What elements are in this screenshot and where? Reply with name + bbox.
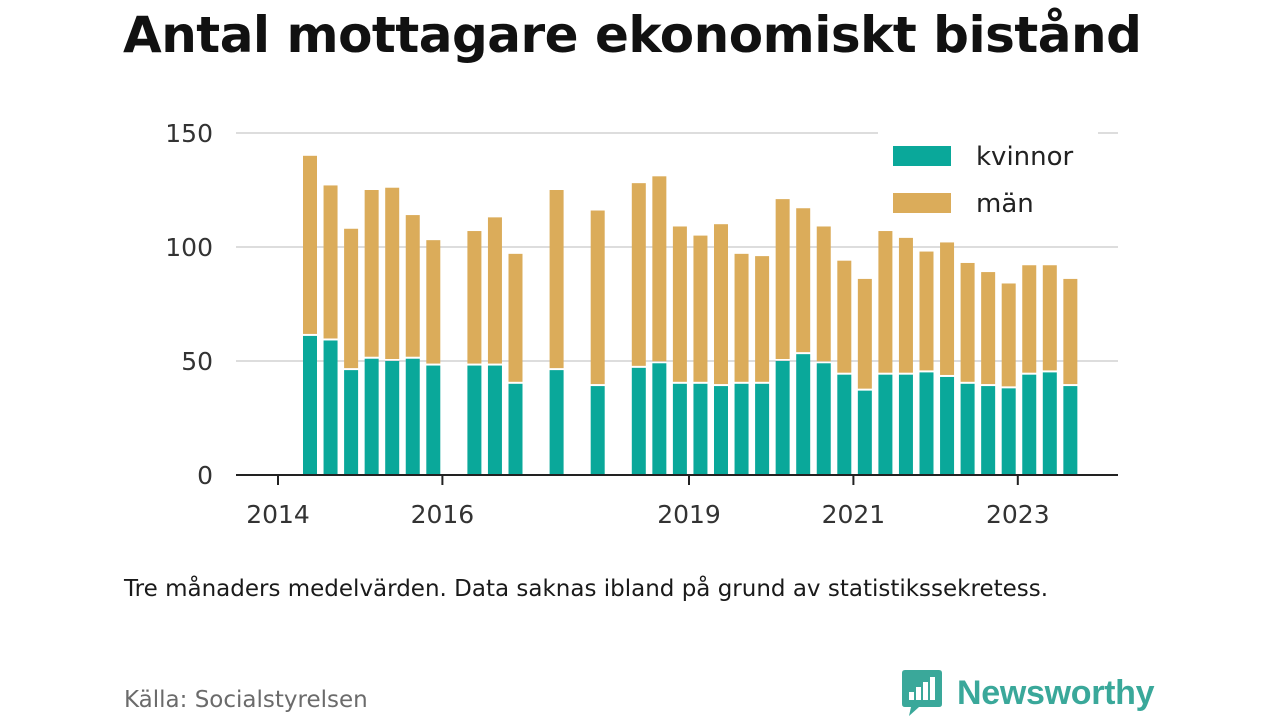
bar-kvinnor	[323, 340, 338, 475]
bar-man	[323, 185, 338, 339]
legend-label: män	[976, 189, 1034, 219]
bar-man	[940, 242, 955, 375]
bar-man	[796, 208, 811, 353]
bar-kvinnor	[590, 386, 605, 475]
bar-man	[816, 226, 831, 362]
bar-man	[693, 235, 708, 382]
newsworthy-logo-icon	[902, 670, 942, 716]
bar-kvinnor	[878, 374, 893, 475]
bar-kvinnor	[487, 365, 502, 475]
bar-kvinnor	[1063, 386, 1078, 475]
bar-kvinnor	[303, 335, 317, 475]
bar-man	[467, 231, 482, 364]
bar-man	[919, 251, 934, 371]
x-tick-label: 2016	[411, 500, 475, 529]
bar-man	[837, 260, 852, 373]
bar-man	[549, 190, 564, 369]
bar-kvinnor	[940, 376, 955, 475]
legend: kvinnor män	[878, 130, 1098, 230]
bar-man	[344, 228, 359, 369]
bar-man	[714, 224, 728, 385]
y-tick-label: 150	[165, 119, 213, 148]
y-tick-label: 100	[165, 233, 213, 262]
bar-man	[734, 253, 749, 382]
chart-note: Tre månaders medelvärden. Data saknas ib…	[124, 576, 1049, 602]
bar-man	[405, 215, 420, 357]
y-axis-ticks: 0 50 100 150	[165, 119, 213, 490]
bar-man	[426, 240, 441, 364]
stacked-bar-chart: 0 50 100 150 2014 2016 2019 2021 2023 kvinnor mä…	[165, 119, 1118, 529]
bar-man	[775, 199, 790, 359]
bar-man	[487, 217, 502, 364]
legend-label: kvinnor	[976, 142, 1074, 172]
bar-kvinnor	[960, 383, 975, 475]
bar-kvinnor	[755, 383, 770, 475]
bar-kvinnor	[385, 361, 400, 475]
bar-kvinnor	[631, 367, 646, 475]
bar-man	[631, 183, 646, 366]
x-tick-label: 2014	[246, 500, 310, 529]
x-axis: 2014 2016 2019 2021 2023	[236, 474, 1118, 529]
bar-man	[981, 272, 996, 385]
bar-man	[590, 210, 605, 385]
bar-kvinnor	[508, 383, 523, 475]
y-tick-label: 0	[197, 461, 213, 490]
bar-man	[385, 187, 400, 359]
source-label: Källa: Socialstyrelsen	[124, 687, 368, 713]
bar-kvinnor	[549, 370, 564, 475]
bar-kvinnor	[652, 363, 667, 475]
y-tick-label: 50	[181, 347, 213, 376]
bar-kvinnor	[1001, 388, 1016, 475]
bar-man	[1063, 278, 1078, 385]
bars	[303, 155, 1078, 475]
bar-kvinnor	[693, 383, 708, 475]
bar-man	[364, 190, 379, 357]
bar-man	[878, 231, 893, 373]
bar-man	[898, 237, 913, 373]
bar-kvinnor	[981, 386, 996, 475]
bar-man	[652, 176, 667, 362]
x-tick-label: 2021	[822, 500, 886, 529]
x-tick-label: 2019	[657, 500, 721, 529]
bar-man	[303, 155, 317, 334]
legend-swatch	[893, 193, 951, 213]
bar-kvinnor	[898, 374, 913, 475]
bar-kvinnor	[919, 372, 934, 475]
bar-man	[508, 253, 523, 382]
bar-man	[960, 262, 975, 382]
bar-kvinnor	[796, 354, 811, 475]
bar-kvinnor	[467, 365, 482, 475]
bar-kvinnor	[364, 358, 379, 475]
bar-kvinnor	[837, 374, 852, 475]
bar-kvinnor	[344, 370, 359, 475]
bar-kvinnor	[734, 383, 749, 475]
bar-kvinnor	[1022, 374, 1037, 475]
bar-kvinnor	[857, 390, 872, 475]
bar-man	[857, 278, 872, 389]
bar-kvinnor	[405, 358, 420, 475]
bar-man	[672, 226, 687, 382]
bar-kvinnor	[426, 365, 441, 475]
bar-kvinnor	[816, 363, 831, 475]
legend-swatch	[893, 146, 951, 166]
bar-man	[1001, 283, 1016, 387]
brand-name: Newsworthy	[957, 673, 1155, 712]
bar-kvinnor	[1042, 372, 1057, 475]
bar-man	[1042, 265, 1057, 371]
bar-man	[755, 256, 770, 382]
brand-logo: Newsworthy	[901, 668, 1155, 718]
bar-kvinnor	[775, 361, 790, 475]
x-tick-label: 2023	[986, 500, 1050, 529]
bar-man	[1022, 265, 1037, 373]
bar-kvinnor	[672, 383, 687, 475]
chart-title: Antal mottagare ekonomiskt bistånd	[123, 6, 1142, 64]
bar-kvinnor	[714, 386, 728, 475]
